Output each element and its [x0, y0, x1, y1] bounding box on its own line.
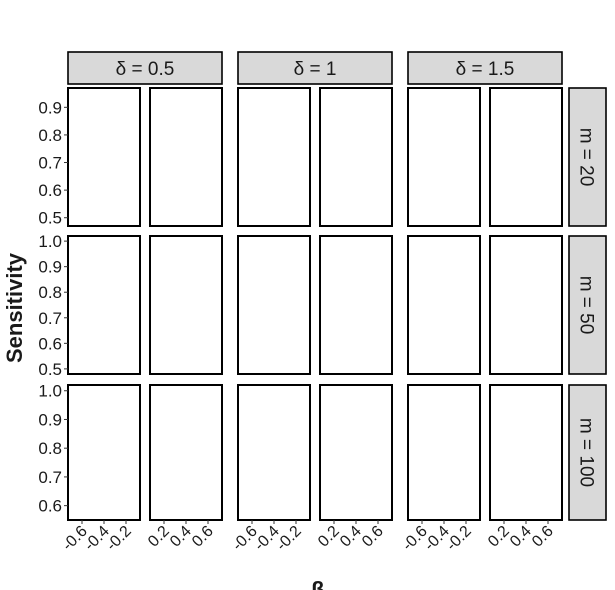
facet-panel: [237, 235, 311, 375]
facet-panel: [489, 384, 563, 521]
y-tick-label: 0.9: [38, 98, 62, 117]
y-tick-label: 0.8: [38, 283, 62, 302]
panel-border: [67, 235, 141, 375]
panel-border: [237, 384, 311, 521]
x-tick-label: -0.2: [443, 523, 475, 555]
facet-panel: [149, 87, 223, 227]
y-tick-label: 0.6: [38, 497, 62, 516]
panel-border: [319, 235, 393, 375]
row-strip-bg: [568, 87, 607, 227]
panels-layer: [67, 87, 563, 521]
row-strip: m = 50: [568, 235, 607, 375]
col-strip-bg: [237, 51, 393, 85]
facet-panel: [407, 87, 481, 227]
y-tick-label: 0.8: [38, 126, 62, 145]
col-strip: δ = 0.5: [67, 51, 223, 85]
y-tick-label: 0.9: [38, 410, 62, 429]
panel-border: [489, 384, 563, 521]
panel-border: [67, 87, 141, 227]
y-tick-label: 0.7: [38, 309, 62, 328]
facet-panel: [149, 384, 223, 521]
row-strip: m = 20: [568, 87, 607, 227]
panel-border: [407, 87, 481, 227]
panel-border: [149, 87, 223, 227]
col-strip-label: δ = 1.5: [456, 59, 515, 80]
y-tick-label: 0.5: [38, 360, 62, 379]
facet-panel: [489, 87, 563, 227]
facet-panel: [407, 384, 481, 521]
col-strip-bg: [407, 51, 563, 85]
panel-border: [237, 235, 311, 375]
facet-panel: [319, 235, 393, 375]
row-strip-label: m = 20: [576, 128, 597, 187]
row-strip: m = 100: [568, 384, 607, 521]
facet-panel: [67, 235, 141, 375]
facet-panel: [407, 235, 481, 375]
y-axis-title: Sensitivity: [2, 252, 27, 363]
facet-panel: [67, 384, 141, 521]
row-strip-label: m = 50: [576, 276, 597, 335]
panel-border: [319, 384, 393, 521]
facet-panel: [149, 235, 223, 375]
y-tick-label: 0.8: [38, 439, 62, 458]
col-strip-label: δ = 1: [294, 59, 337, 80]
y-tick-label: 1.0: [38, 232, 62, 251]
panel-border: [407, 235, 481, 375]
x-axis-title: β: [311, 577, 324, 590]
facet-panel: [319, 384, 393, 521]
y-tick-label: 0.5: [38, 209, 62, 228]
panel-border: [407, 384, 481, 521]
panel-border: [67, 384, 141, 521]
row-strip-bg: [568, 235, 607, 375]
row-strip-label: m = 100: [576, 418, 597, 487]
x-tick-label: -0.2: [103, 523, 135, 555]
x-tick-label: 0.6: [529, 523, 557, 551]
panel-border: [149, 235, 223, 375]
row-strip-bg: [568, 384, 607, 521]
col-strip: δ = 1: [237, 51, 393, 85]
y-tick-label: 0.9: [38, 258, 62, 277]
x-tick-label: 0.6: [189, 523, 217, 551]
facet-panel: [237, 87, 311, 227]
y-tick-label: 0.6: [38, 334, 62, 353]
x-tick-label: 0.6: [359, 523, 387, 551]
panel-border: [237, 87, 311, 227]
facet-panel: [489, 235, 563, 375]
facet-panel: [319, 87, 393, 227]
panel-border: [319, 87, 393, 227]
facet-panel: [237, 384, 311, 521]
strips-layer: δ = 0.5 δ = 1 δ = 1.5 m = 20 m = 50 m = 100: [67, 51, 607, 521]
panel-border: [149, 384, 223, 521]
y-tick-label: 1.0: [38, 382, 62, 401]
facet-panel: [67, 87, 141, 227]
panel-border: [489, 235, 563, 375]
panel-border: [489, 87, 563, 227]
y-tick-label: 0.7: [38, 154, 62, 173]
y-tick-label: 0.6: [38, 181, 62, 200]
col-strip: δ = 1.5: [407, 51, 563, 85]
x-tick-label: -0.2: [273, 523, 305, 555]
y-tick-label: 0.7: [38, 468, 62, 487]
col-strip-label: δ = 0.5: [116, 59, 175, 80]
col-strip-bg: [67, 51, 223, 85]
